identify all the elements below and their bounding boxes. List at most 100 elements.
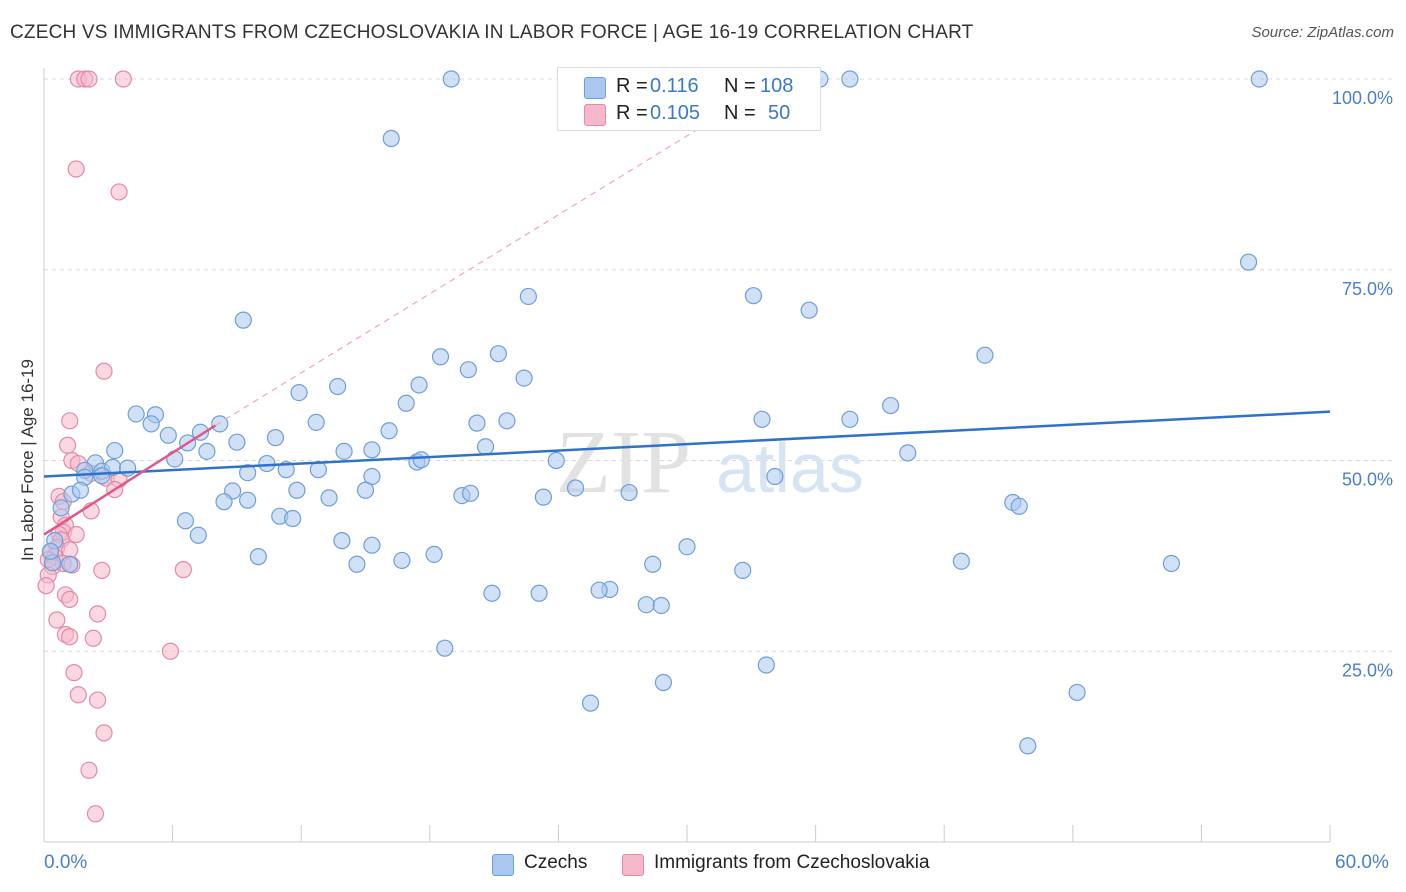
czech-point — [534, 488, 552, 506]
czech-point — [234, 311, 252, 329]
czech-point — [899, 444, 917, 462]
immigrant-point — [110, 183, 128, 201]
czech-point — [71, 481, 90, 499]
czech-point — [307, 413, 325, 431]
czech-point — [52, 499, 70, 517]
czech-point — [1010, 497, 1028, 515]
axes — [43, 68, 1331, 843]
czech-point — [249, 548, 267, 566]
czech-point — [1239, 253, 1258, 271]
czech-point — [266, 429, 285, 447]
chart-title: CZECH VS IMMIGRANTS FROM CZECHOSLOVAKIA … — [10, 22, 974, 43]
x-tick-max: 60.0% — [1335, 852, 1389, 873]
czech-point — [476, 438, 495, 456]
immigrants-r-value: 0.105 — [650, 102, 701, 124]
immigrant-point — [61, 412, 79, 430]
immigrants-r-label: R = — [616, 102, 648, 124]
czech-point — [356, 481, 375, 499]
czech-point — [637, 596, 655, 614]
czech-point — [489, 345, 507, 363]
czech-point — [329, 377, 347, 396]
czech-point — [198, 442, 216, 460]
immigrant-point — [86, 805, 105, 823]
immigrant-point — [37, 577, 55, 595]
czech-point — [483, 584, 501, 602]
czech-point — [519, 287, 537, 306]
czech-point — [654, 673, 673, 692]
czechs-n-label: N = — [724, 75, 756, 97]
czech-point — [159, 426, 177, 444]
czech-point — [753, 410, 771, 428]
immigrant-point — [80, 70, 98, 88]
czech-point — [393, 551, 411, 570]
watermark: ZIP atlas — [556, 413, 864, 512]
immigrant-point — [174, 561, 192, 579]
czech-point — [841, 410, 859, 428]
czech-point — [734, 561, 752, 579]
czech-point — [348, 555, 366, 573]
y-tick-label-75: 75.0% — [1342, 279, 1393, 299]
immigrant-point — [69, 686, 87, 704]
czech-point — [744, 287, 763, 305]
czech-point — [678, 538, 696, 556]
y-tick-label-25: 25.0% — [1342, 660, 1393, 680]
czech-point — [320, 489, 338, 507]
trend-lines — [43, 109, 1331, 536]
immigrant-point — [114, 70, 132, 88]
czech-point — [142, 415, 160, 433]
immigrants-legend-label: Immigrants from Czechoslovakia — [654, 852, 930, 873]
czech-point — [530, 584, 548, 602]
czech-point — [468, 414, 486, 432]
czech-point — [397, 394, 415, 412]
immigrant-point — [61, 628, 79, 646]
y-tick-labels: 25.0% 50.0% 75.0% 100.0% — [1332, 88, 1393, 680]
czech-point — [882, 396, 900, 415]
czech-point — [425, 545, 443, 563]
czech-point — [106, 441, 124, 460]
czech-point — [590, 581, 608, 599]
czech-point — [93, 467, 111, 485]
czech-point — [61, 555, 79, 573]
czech-point — [166, 450, 184, 468]
immigrant-point — [95, 724, 113, 742]
correlation-legend: R = 0.116 N = 108 R = 0.105 N = 50 — [557, 67, 821, 131]
czech-point — [800, 301, 818, 319]
immigrant-point — [88, 605, 107, 623]
czech-point — [363, 536, 381, 554]
czech-point — [431, 348, 450, 366]
czech-point — [258, 454, 276, 473]
czech-point — [211, 415, 229, 433]
czech-point — [363, 441, 381, 459]
immigrants-legend-swatch — [622, 854, 644, 876]
czech-point — [239, 464, 257, 482]
czech-point — [127, 405, 145, 423]
czech-point — [620, 483, 638, 502]
grid-lines — [44, 78, 1392, 652]
x-tick-min: 0.0% — [44, 852, 88, 873]
immigrants-trend-extension — [215, 109, 731, 426]
czech-point — [436, 639, 454, 657]
immigrant-point — [65, 664, 83, 682]
immigrants-trend-line — [43, 424, 217, 536]
immigrant-point — [95, 362, 113, 380]
czech-point — [41, 542, 60, 560]
czechs-trend-line — [43, 410, 1331, 478]
immigrants-swatch — [584, 104, 606, 126]
czech-point — [288, 481, 306, 499]
czech-point — [410, 376, 428, 394]
source-label: Source: ZipAtlas.com — [1251, 24, 1394, 41]
czech-point — [228, 433, 246, 451]
immigrant-point — [84, 629, 102, 647]
czech-point — [581, 694, 600, 712]
czech-point — [498, 412, 516, 430]
immigrant-point — [48, 611, 66, 629]
czech-point — [335, 442, 353, 460]
immigrant-point — [88, 691, 107, 709]
immigrants-n-label: N = — [724, 102, 756, 124]
czechs-r-value: 0.116 — [650, 75, 699, 97]
czechs-legend-label: Czechs — [524, 852, 588, 873]
czech-point — [547, 451, 565, 470]
immigrant-point — [61, 590, 79, 608]
czech-point — [1019, 737, 1037, 755]
czech-point — [1250, 70, 1268, 88]
